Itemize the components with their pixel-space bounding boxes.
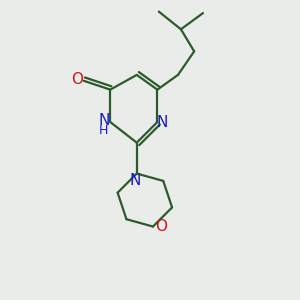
Text: H: H bbox=[99, 124, 109, 137]
Text: O: O bbox=[71, 72, 83, 87]
Text: N: N bbox=[98, 113, 110, 128]
Text: N: N bbox=[130, 173, 141, 188]
Text: O: O bbox=[155, 219, 167, 234]
Text: N: N bbox=[157, 115, 168, 130]
